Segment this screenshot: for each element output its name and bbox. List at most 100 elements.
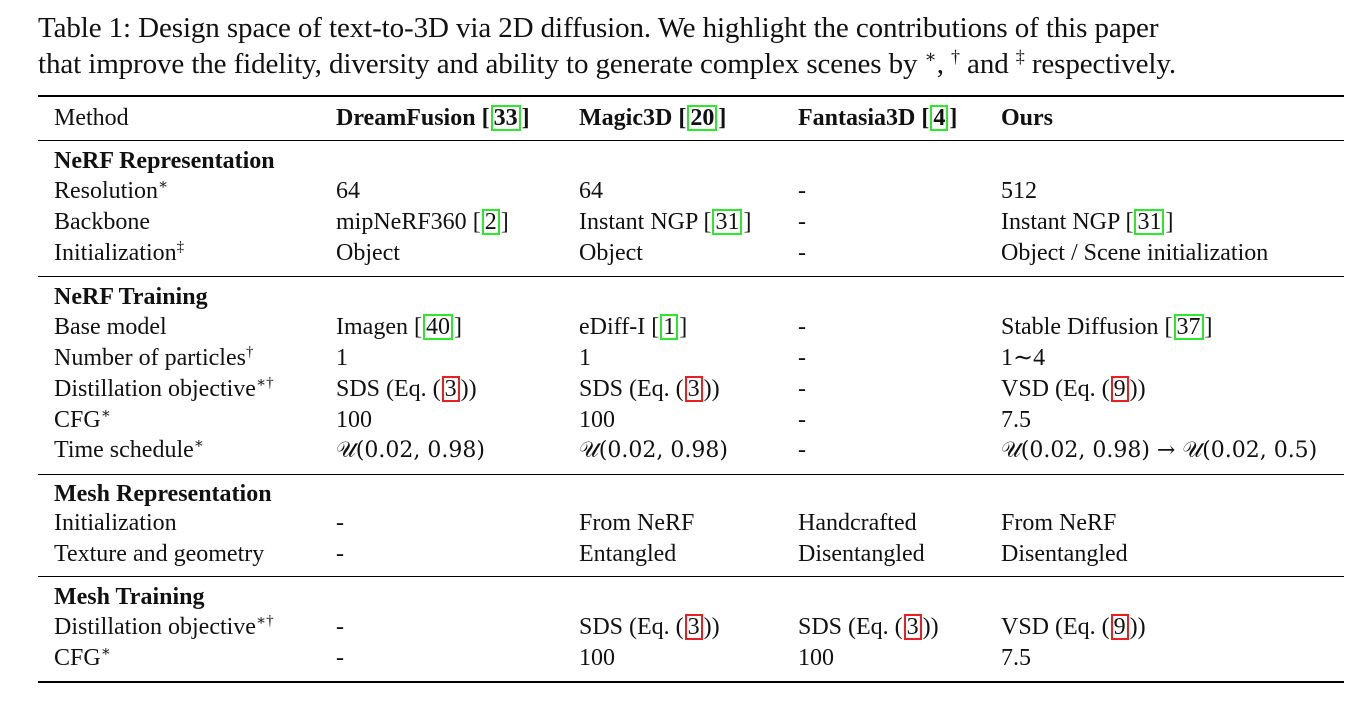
table-row: CFG∗ 100 100 - 7.5 [0,405,1366,436]
table-cell: Instant NGP [31] [1001,209,1174,235]
header-method: Method [54,105,129,131]
table-cell: 64 [579,178,603,204]
citation-link[interactable]: 37 [1173,314,1204,340]
citation-link[interactable]: 1 [660,314,679,340]
fidelity-mark: ∗ [924,46,937,67]
table-cell: From NeRF [579,510,695,536]
table-cell: SDS (Eq. (3)) [798,614,939,640]
table-row: Distillation objective∗† SDS (Eq. (3)) S… [0,374,1366,405]
equation-link[interactable]: 3 [684,614,703,640]
table-cell: - [798,345,806,371]
row-label: Base model [54,314,167,340]
row-label: Time schedule∗ [54,436,204,464]
table-cell: 1 [336,345,348,371]
section-rule [38,140,1344,141]
table-row: Number of particles† 1 1 - 1∼4 [0,343,1366,374]
table-cell: - [336,614,344,640]
citation-link[interactable]: 2 [481,209,500,235]
table-cell: - [798,209,806,235]
table-row: Initialization - From NeRF Handcrafted F… [0,508,1366,539]
table-cell: - [798,240,806,266]
header-magic3d: Magic3D [20] [579,105,727,131]
section-row: Mesh Training [0,582,1366,613]
table-cell: VSD (Eq. (9)) [1001,376,1146,402]
table-bottom-rule [38,681,1344,683]
table-cell: Object [336,240,400,266]
section-title: NeRF Training [54,284,208,310]
equation-link[interactable]: 3 [441,376,460,402]
section-row: Mesh Representation [0,479,1366,510]
table-header-row: Method DreamFusion [33] Magic3D [20] Fan… [0,103,1366,134]
section-rule [38,474,1344,475]
header-ours: Ours [1001,105,1054,131]
table-cell: Object [579,240,643,266]
table-cell: 𝒰(0.02, 0.98) → 𝒰(0.02, 0.5) [1001,438,1318,463]
caption-line-1: Table 1: Design space of text-to-3D via … [38,12,1159,44]
citation-link[interactable]: 31 [712,209,743,235]
row-label: Resolution∗ [54,177,169,205]
equation-link[interactable]: 9 [1110,376,1129,402]
table-row: Distillation objective∗† - SDS (Eq. (3))… [0,612,1366,643]
section-title: Mesh Representation [54,481,272,507]
table-cell: 100 [579,407,615,433]
table-cell: 512 [1001,178,1037,204]
section-title: NeRF Representation [54,148,275,174]
section-title: Mesh Training [54,584,205,610]
table-cell: Entangled [579,541,677,567]
table-cell: Disentangled [1001,541,1128,567]
row-label: Initialization [54,510,177,536]
diversity-mark: † [951,46,960,67]
table-cell: - [336,645,344,671]
equation-link[interactable]: 3 [903,614,922,640]
row-label: Backbone [54,209,150,235]
table-cell: 𝒰(0.02, 0.98) [579,438,728,463]
header-dreamfusion: DreamFusion [33] [336,105,530,131]
row-label: Number of particles† [54,344,254,372]
table-cell: 1∼4 [1001,345,1046,371]
row-label: Distillation objective∗† [54,613,274,641]
table-caption: Table 1: Design space of text-to-3D via … [38,10,1338,82]
header-fantasia3d: Fantasia3D [4] [798,105,958,131]
table-row: Backbone mipNeRF360 [2] Instant NGP [31]… [0,207,1366,238]
table-cell: From NeRF [1001,510,1117,536]
table-row: Base model Imagen [40] eDiff-I [1] - Sta… [0,312,1366,343]
table-cell: - [798,437,806,463]
table-cell: - [798,376,806,402]
table-top-rule [38,95,1344,97]
table-cell: Handcrafted [798,510,917,536]
row-label: CFG∗ [54,406,111,434]
table-cell: 1 [579,345,591,371]
table-cell: 7.5 [1001,645,1031,671]
table-row: Resolution∗ 64 64 - 512 [0,176,1366,207]
row-label: CFG∗ [54,644,111,672]
caption-line-2: that improve the fidelity, diversity and… [38,46,1177,80]
table-cell: - [336,510,344,536]
citation-link[interactable]: 33 [490,105,521,131]
row-label: Distillation objective∗† [54,375,274,403]
citation-link[interactable]: 20 [687,105,718,131]
table-cell: 7.5 [1001,407,1031,433]
citation-link[interactable]: 40 [422,314,453,340]
table-row: CFG∗ - 100 100 7.5 [0,643,1366,674]
table-cell: mipNeRF360 [2] [336,209,509,235]
table-cell: SDS (Eq. (3)) [579,614,720,640]
table-cell: Instant NGP [31] [579,209,752,235]
table-cell: 100 [798,645,834,671]
equation-link[interactable]: 9 [1110,614,1129,640]
table-cell: 𝒰(0.02, 0.98) [336,438,485,463]
table-row: Time schedule∗ 𝒰(0.02, 0.98) 𝒰(0.02, 0.9… [0,435,1366,466]
section-rule [38,276,1344,277]
citation-link[interactable]: 31 [1134,209,1165,235]
table-row: Initialization‡ Object Object - Object /… [0,238,1366,269]
table-cell: eDiff-I [1] [579,314,688,340]
section-row: NeRF Training [0,282,1366,313]
equation-link[interactable]: 3 [684,376,703,402]
table-row: Texture and geometry - Entangled Disenta… [0,539,1366,570]
section-rule [38,576,1344,577]
citation-link[interactable]: 4 [930,105,949,131]
row-label: Initialization‡ [54,239,185,267]
table-cell: - [798,407,806,433]
table-cell: Stable Diffusion [37] [1001,314,1213,340]
complex-scene-mark: ‡ [1015,46,1025,67]
